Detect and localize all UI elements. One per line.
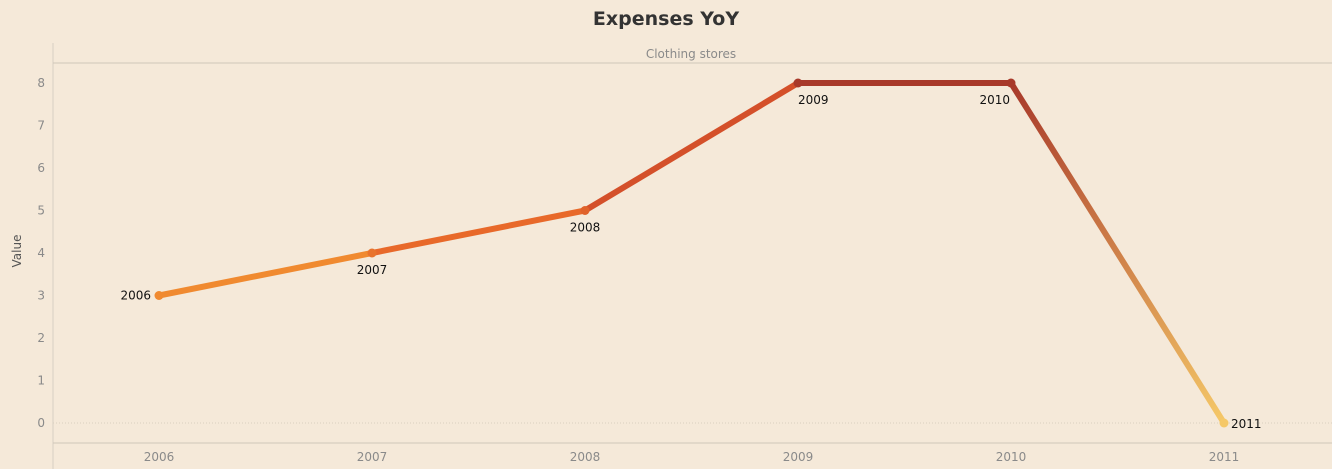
y-axis-label: Value — [10, 235, 24, 268]
data-label: 2008 — [570, 221, 601, 235]
y-tick-label: 8 — [37, 76, 45, 90]
x-tick-label: 2008 — [570, 450, 601, 464]
plot-frame — [52, 43, 1332, 469]
data-point[interactable] — [1219, 418, 1229, 428]
x-axis-ticks: 2006 2007 2008 2009 2010 2011 — [144, 450, 1240, 464]
line-segment — [582, 80, 801, 214]
x-tick-label: 2010 — [996, 450, 1027, 464]
y-tick-label: 2 — [37, 331, 45, 345]
data-point[interactable] — [1006, 78, 1016, 88]
y-tick-label: 0 — [37, 416, 45, 430]
y-tick-label: 7 — [37, 119, 45, 133]
y-tick-label: 6 — [37, 161, 45, 175]
data-label: 2011 — [1231, 417, 1262, 431]
chart-title: Expenses YoY — [592, 8, 740, 30]
y-tick-label: 4 — [37, 246, 45, 260]
x-tick-label: 2006 — [144, 450, 175, 464]
panel-label: Clothing stores — [646, 47, 736, 61]
data-point[interactable] — [580, 206, 590, 215]
y-tick-label: 3 — [37, 289, 45, 303]
y-axis-ticks: 0 1 2 3 4 5 6 7 8 — [37, 76, 45, 430]
y-tick-label: 1 — [37, 374, 45, 388]
series-points — [154, 78, 1229, 428]
data-point[interactable] — [154, 291, 164, 300]
data-label: 2006 — [120, 289, 151, 303]
line-segment — [1008, 80, 1227, 426]
y-tick-label: 5 — [37, 204, 45, 218]
series-line — [156, 80, 1227, 426]
data-labels: 2006 2007 2008 2009 2010 2011 — [120, 93, 1261, 431]
x-tick-label: 2007 — [357, 450, 388, 464]
x-tick-label: 2009 — [783, 450, 814, 464]
data-label: 2009 — [798, 93, 829, 107]
data-label: 2010 — [979, 93, 1010, 107]
x-tick-label: 2011 — [1209, 450, 1240, 464]
data-label: 2007 — [357, 263, 388, 277]
data-point[interactable] — [793, 78, 803, 88]
line-segment — [156, 250, 375, 299]
data-point[interactable] — [367, 248, 377, 258]
line-segment — [369, 207, 588, 256]
